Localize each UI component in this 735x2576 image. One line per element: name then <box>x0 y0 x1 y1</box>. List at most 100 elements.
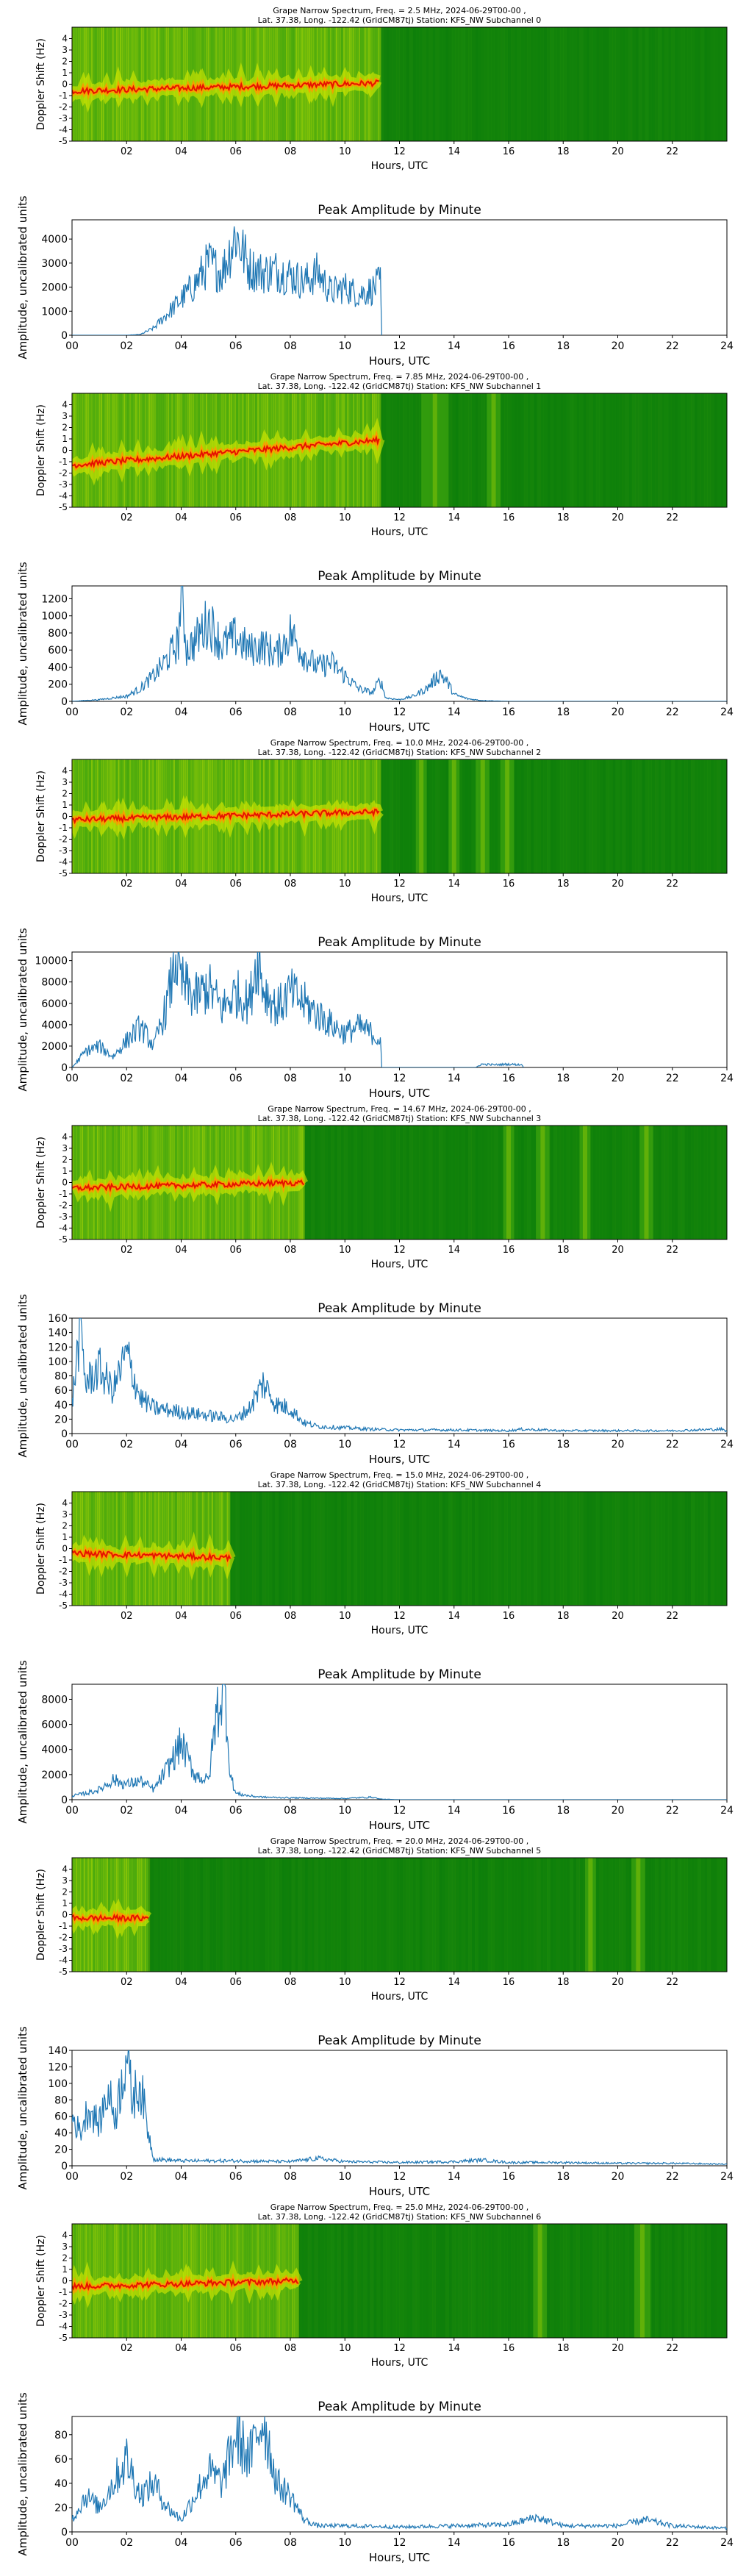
x-tick-label: 08 <box>284 1245 297 1256</box>
y-tick-label: -1 <box>59 2287 68 2297</box>
y-tick-label: 3 <box>62 2242 68 2252</box>
x-tick-label: 18 <box>556 1073 570 1084</box>
spectrogram-texture <box>327 1858 331 1972</box>
spectrogram-texture <box>386 27 390 141</box>
spectrogram-texture <box>406 759 410 873</box>
spectrogram-texture <box>609 27 613 141</box>
spectrogram-texture <box>559 393 564 507</box>
y-tick-label: 1 <box>62 1166 68 1176</box>
spectrogram-texture <box>373 1126 377 1239</box>
y-tick-label: -4 <box>59 1589 68 1600</box>
y-tick-label: 4000 <box>41 1020 68 1031</box>
spectrogram-streak <box>112 27 114 141</box>
spectrogram-band <box>631 1858 645 1972</box>
spectrogram-texture <box>451 2224 456 2338</box>
spectrogram-texture <box>487 759 492 873</box>
spectrogram-texture <box>288 1492 292 1606</box>
spectrogram-texture <box>618 759 623 873</box>
x-tick-label: 12 <box>393 1439 406 1450</box>
y-tick-label: 2000 <box>41 1770 68 1781</box>
y-tick-label: 4 <box>62 766 68 776</box>
spectrogram-texture <box>426 1858 430 1972</box>
spectrogram-texture <box>471 2224 476 2338</box>
x-tick-label: 22 <box>666 1977 678 1988</box>
x-tick-label: 24 <box>720 1073 734 1084</box>
spectrogram-texture <box>530 759 534 873</box>
spectrogram-texture <box>520 1126 525 1239</box>
x-tick-label: 14 <box>448 879 460 890</box>
spectrogram-texture <box>534 27 538 141</box>
x-tick-label: 18 <box>557 512 570 523</box>
x-tick-label: 12 <box>393 146 406 157</box>
spectrogram-texture <box>697 1492 701 1606</box>
spectrogram-texture <box>390 393 394 507</box>
spectrogram-texture <box>687 1126 692 1239</box>
spectrogram-texture <box>681 759 685 873</box>
spectrogram-texture <box>592 759 597 873</box>
spectrogram-texture <box>363 1858 368 1972</box>
spectrogram-texture <box>658 27 662 141</box>
spectrogram-texture <box>435 1492 440 1606</box>
spectrogram-texture <box>563 2224 567 2338</box>
spectrogram-texture <box>501 1858 505 1972</box>
x-tick-label: 08 <box>284 1439 297 1450</box>
spectrogram-texture <box>392 393 397 507</box>
spectrogram-texture <box>661 1126 665 1239</box>
spectrogram-texture <box>645 1492 649 1606</box>
spectrogram-texture <box>415 393 420 507</box>
spectrogram-texture <box>687 759 692 873</box>
spectrogram-texture <box>546 1492 551 1606</box>
spectrogram-texture <box>612 27 617 141</box>
spectrogram-streak <box>95 393 97 507</box>
spectrogram-streak <box>131 393 133 507</box>
y-tick-label: 0 <box>62 1910 68 1920</box>
spectrogram-band-core <box>451 759 456 873</box>
spectrogram-texture <box>654 1492 659 1606</box>
x-tick-label: 08 <box>284 1611 297 1622</box>
y-tick-label: -2 <box>59 1567 68 1577</box>
spectrogram-band-core <box>505 759 510 873</box>
spectrogram-texture <box>674 1492 678 1606</box>
spectrogram-texture <box>602 27 606 141</box>
spectrogram-texture <box>239 1858 243 1972</box>
amplitude-series-line <box>72 1318 727 1433</box>
spectrogram-texture <box>550 393 554 507</box>
spectrogram-texture <box>520 1858 525 1972</box>
spectrogram-texture <box>599 1858 603 1972</box>
spectrogram-image <box>72 2224 727 2338</box>
spectrogram-texture <box>523 27 528 141</box>
spectrogram-texture <box>330 2224 334 2338</box>
spectrogram-texture <box>458 1858 462 1972</box>
y-tick-label: -5 <box>59 1967 68 1977</box>
spectrogram-texture <box>462 1858 466 1972</box>
spectrogram-streak <box>87 393 89 507</box>
amplitude-chart-2: Peak Amplitude by Minute 00 02 04 06 08 10 12 14… <box>16 928 734 1100</box>
spectrogram-texture <box>419 1126 423 1239</box>
spectrogram-texture <box>514 759 518 873</box>
spectrogram-texture <box>481 393 485 507</box>
spectrogram-texture <box>474 2224 478 2338</box>
plot-frame <box>71 2416 728 2533</box>
spectrogram-texture <box>678 2224 682 2338</box>
spectrogram-texture <box>592 2224 597 2338</box>
spectrogram-texture <box>658 759 662 873</box>
spectrogram-texture <box>343 1492 348 1606</box>
spectrogram-texture <box>566 1492 570 1606</box>
spectrogram-texture <box>491 1492 495 1606</box>
spectrogram-texture <box>406 1858 410 1972</box>
spectrogram-title-line1: Grape Narrow Spectrum, Freq. = 20.0 MHz,… <box>270 1836 529 1846</box>
spectrogram-texture <box>366 1858 370 1972</box>
x-tick-label: 16 <box>503 1611 515 1622</box>
spectrogram-texture <box>622 1858 626 1972</box>
spectrogram-texture <box>609 759 613 873</box>
spectrogram-texture <box>658 1492 662 1606</box>
spectrogram-title-line2: Lat. 37.38, Long. -122.42 (GridCM87tj) S… <box>258 1480 542 1489</box>
x-tick-label: 08 <box>284 1977 297 1988</box>
x-axis-label: Hours, UTC <box>369 354 430 368</box>
spectrogram-texture <box>690 2224 695 2338</box>
spectrogram-texture <box>402 759 406 873</box>
spectrogram-texture <box>534 1126 538 1239</box>
spectrogram-texture <box>504 1492 509 1606</box>
x-tick-label: 04 <box>175 2537 188 2549</box>
spectrogram-texture <box>700 1492 705 1606</box>
